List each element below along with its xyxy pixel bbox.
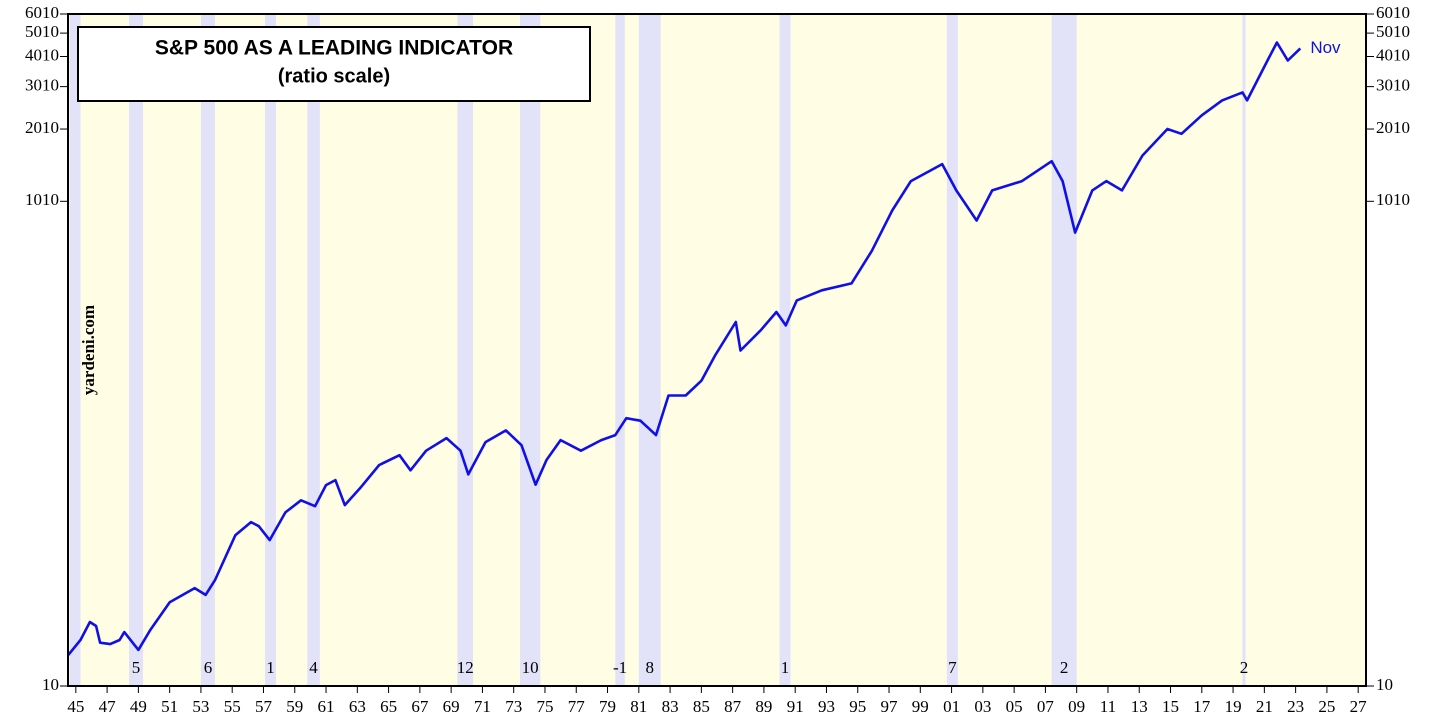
- recession-band: [69, 14, 81, 686]
- recession-band: [128, 14, 144, 686]
- source-label: yardeni.com: [79, 305, 98, 395]
- x-tick-label: 81: [630, 697, 647, 716]
- x-tick-label: 73: [505, 697, 522, 716]
- x-tick-label: 07: [1037, 697, 1055, 716]
- recession-band: [265, 14, 276, 686]
- x-tick-label: 09: [1068, 697, 1085, 716]
- y-tick-label: 4010: [25, 45, 59, 64]
- y-tick-label: 10: [1376, 675, 1393, 694]
- y-tick-label: 5010: [25, 22, 59, 41]
- x-tick-label: 51: [161, 697, 178, 716]
- x-tick-label: 93: [818, 697, 835, 716]
- recession-band: [457, 14, 474, 686]
- recession-band: [200, 14, 216, 686]
- series-line: [66, 41, 1302, 657]
- lead-label: 4: [309, 658, 318, 677]
- recession-band: [1242, 14, 1246, 686]
- x-tick-label: 17: [1193, 697, 1211, 716]
- plot-frame: [67, 13, 1367, 687]
- y-tick-label: 2010: [1376, 118, 1410, 137]
- x-tick-label: 65: [380, 697, 397, 716]
- x-tick-label: 95: [849, 697, 866, 716]
- x-tick-label: 67: [411, 697, 429, 716]
- end-label: Nov: [1310, 38, 1341, 57]
- x-tick-label: 75: [536, 697, 553, 716]
- recession-band: [307, 14, 320, 686]
- lead-label: 6: [204, 658, 213, 677]
- lead-label: 5: [132, 658, 141, 677]
- x-tick-label: 11: [1100, 697, 1116, 716]
- y-tick-label: 6010: [1376, 3, 1410, 22]
- x-tick-label: 25: [1318, 697, 1335, 716]
- x-tick-label: 47: [99, 697, 117, 716]
- y-tick-label: 5010: [1376, 22, 1410, 41]
- lead-label: -1: [613, 658, 627, 677]
- x-tick-label: 13: [1131, 697, 1148, 716]
- y-tick-label: 3010: [1376, 76, 1410, 95]
- x-tick-label: 15: [1162, 697, 1179, 716]
- x-tick-label: 89: [755, 697, 772, 716]
- title-box: [77, 26, 591, 102]
- x-tick-label: 45: [67, 697, 84, 716]
- x-tick-label: 01: [943, 697, 960, 716]
- x-tick-label: 55: [224, 697, 241, 716]
- y-tick-label: 3010: [25, 76, 59, 95]
- x-tick-label: 85: [693, 697, 710, 716]
- y-tick-label: 1010: [25, 190, 59, 209]
- x-tick-label: 19: [1225, 697, 1242, 716]
- x-tick-label: 79: [599, 697, 616, 716]
- lead-label: 1: [266, 658, 275, 677]
- x-tick-label: 83: [662, 697, 679, 716]
- x-tick-label: 59: [286, 697, 303, 716]
- lead-label: 1: [781, 658, 790, 677]
- y-tick-label: 10: [42, 675, 59, 694]
- x-tick-label: 87: [724, 697, 742, 716]
- recession-band: [519, 14, 541, 686]
- x-tick-label: 21: [1256, 697, 1273, 716]
- lead-label: 12: [457, 658, 474, 677]
- chart-title: S&P 500 AS A LEADING INDICATOR: [155, 37, 513, 60]
- y-tick-label: 2010: [25, 118, 59, 137]
- x-tick-label: 69: [443, 697, 460, 716]
- x-tick-label: 23: [1287, 697, 1304, 716]
- lead-label: 8: [646, 658, 655, 677]
- recession-band: [946, 14, 958, 686]
- x-tick-label: 27: [1350, 697, 1368, 716]
- x-tick-label: 49: [130, 697, 147, 716]
- x-tick-label: 53: [192, 697, 209, 716]
- x-tick-label: 77: [568, 697, 586, 716]
- x-tick-label: 05: [1006, 697, 1023, 716]
- y-tick-label: 6010: [25, 3, 59, 22]
- x-tick-label: 71: [474, 697, 491, 716]
- x-tick-label: 03: [974, 697, 991, 716]
- x-tick-label: 61: [318, 697, 335, 716]
- lead-label: 2: [1240, 658, 1249, 677]
- x-tick-label: 57: [255, 697, 273, 716]
- recession-band: [779, 14, 791, 686]
- x-tick-label: 99: [912, 697, 929, 716]
- recession-band: [638, 14, 661, 686]
- x-tick-label: 97: [881, 697, 899, 716]
- lead-label: 7: [948, 658, 957, 677]
- x-tick-label: 91: [787, 697, 804, 716]
- recession-band: [1051, 14, 1077, 686]
- y-tick-label: 4010: [1376, 45, 1410, 64]
- chart-subtitle: (ratio scale): [278, 65, 390, 87]
- lead-label: 10: [522, 658, 539, 677]
- recession-band: [615, 14, 625, 686]
- y-tick-label: 1010: [1376, 190, 1410, 209]
- lead-label: 2: [1060, 658, 1069, 677]
- x-tick-label: 63: [349, 697, 366, 716]
